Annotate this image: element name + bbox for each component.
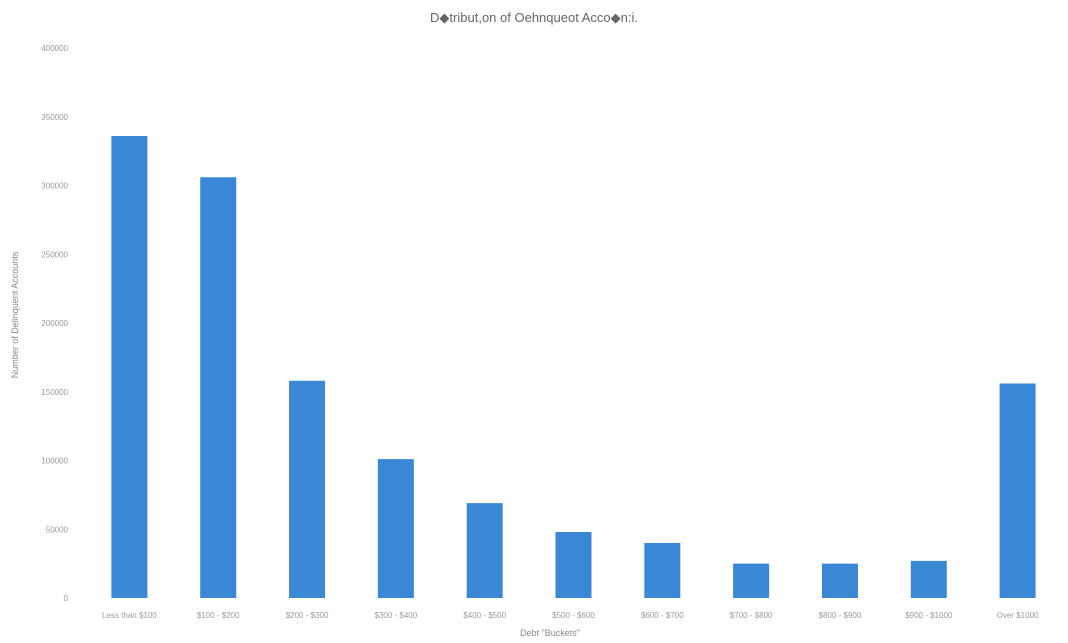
bar xyxy=(466,503,503,598)
bar xyxy=(733,563,770,598)
y-tick-label: 150000 xyxy=(41,388,68,397)
bar xyxy=(821,563,858,598)
bar xyxy=(200,177,237,598)
bar xyxy=(644,543,681,598)
y-tick-label: 100000 xyxy=(41,457,68,466)
y-tick-label: 400000 xyxy=(41,44,68,53)
x-axis-label: Debt "Buckets" xyxy=(520,628,580,638)
bar xyxy=(377,459,414,598)
x-tick-label: Less than $100 xyxy=(102,611,157,620)
bar xyxy=(910,560,947,598)
x-tick-label: Over $1000 xyxy=(997,611,1039,620)
x-tick-label: $200 - $300 xyxy=(286,611,329,620)
x-tick-label: $500 - $600 xyxy=(552,611,595,620)
y-tick-label: 200000 xyxy=(41,319,68,328)
x-tick-label: $900 - $1000 xyxy=(905,611,953,620)
bar xyxy=(111,136,148,598)
x-tick-label: $300 - $400 xyxy=(375,611,418,620)
x-tick-label: $800 - $900 xyxy=(819,611,862,620)
y-tick-label: 300000 xyxy=(41,182,68,191)
y-tick-label: 50000 xyxy=(46,525,69,534)
x-tick-label: $100 - $200 xyxy=(197,611,240,620)
y-tick-label: 350000 xyxy=(41,113,68,122)
bar xyxy=(289,380,326,598)
x-tick-label: $600 - $700 xyxy=(641,611,684,620)
y-tick-label: 0 xyxy=(64,594,69,603)
chart-title: D◆tribut,on of Oehnqueot Acco◆n:i. xyxy=(430,10,638,25)
x-tick-label: $700 - $800 xyxy=(730,611,773,620)
bar xyxy=(555,532,592,598)
bar xyxy=(999,383,1036,598)
x-tick-label: $400 - $500 xyxy=(463,611,506,620)
y-tick-label: 250000 xyxy=(41,250,68,259)
